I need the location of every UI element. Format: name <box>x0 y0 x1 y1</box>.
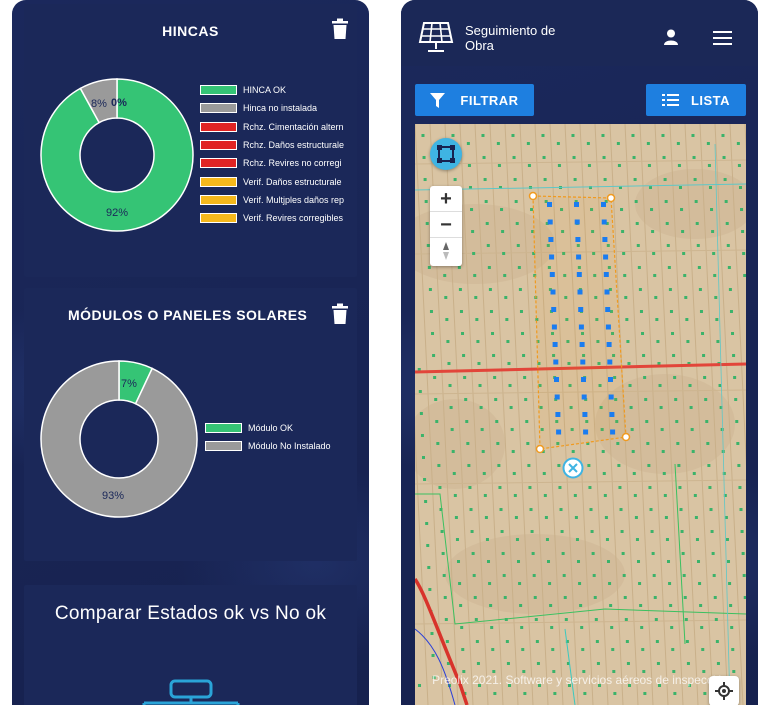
legend-swatch <box>200 213 237 224</box>
legend-label: HINCA OK <box>243 85 287 95</box>
donut-slice-label: 92% <box>106 207 128 219</box>
app-title: Seguimiento de Obra <box>465 23 556 53</box>
donut-slice[interactable] <box>40 360 198 518</box>
legend-item[interactable]: Módulo OK <box>205 422 355 434</box>
zoom-in-button[interactable]: + <box>430 186 462 212</box>
legend-swatch <box>200 176 237 187</box>
legend-swatch <box>200 103 237 114</box>
legend-item[interactable]: Verif. Multjples daños rep <box>200 194 350 206</box>
legend-item[interactable]: Hinca no instalada <box>200 102 350 114</box>
donut-slice-label: 93% <box>102 490 124 502</box>
hincas-legend: HINCA OK Hinca no instalada Rchz. Cimentac… <box>200 84 350 234</box>
legend-swatch <box>200 158 237 169</box>
donut-slice-label: 7% <box>121 378 137 390</box>
donut-slice[interactable] <box>40 78 194 232</box>
donut-slice[interactable] <box>79 78 118 124</box>
legend-item[interactable]: Rchz. Cimentación altern <box>200 121 350 133</box>
app-header: Seguimiento de Obra <box>401 0 758 66</box>
close-circle-icon[interactable] <box>562 457 584 479</box>
modulos-donut-chart: 7% 93% <box>40 360 198 518</box>
legend-label: Hinca no instalada <box>243 103 318 114</box>
list-icon <box>661 94 679 106</box>
zoom-out-button[interactable]: − <box>430 212 462 238</box>
hamburger-menu-icon[interactable] <box>713 31 732 45</box>
legend-swatch <box>205 423 242 433</box>
legend-swatch <box>200 85 237 95</box>
legend-label: Rchz. Revires no corregi <box>243 158 342 169</box>
compare-diagram-icon <box>142 679 240 705</box>
modulos-title: MÓDULOS O PANELES SOLARES <box>68 307 308 323</box>
legend-item[interactable]: HINCA OK <box>200 84 350 96</box>
legend-swatch <box>205 441 242 451</box>
modulos-legend: Módulo OK Módulo No Instalado <box>205 422 355 462</box>
map-canvas[interactable] <box>415 124 746 705</box>
selected-area[interactable] <box>528 191 631 454</box>
legend-label: Módulo No Instalado <box>248 441 331 451</box>
legend-label: Módulo OK <box>248 423 294 433</box>
legend-swatch <box>200 194 237 205</box>
legend-label: Verif. Revires corregibles <box>243 213 344 224</box>
list-button[interactable]: LISTA <box>646 84 746 116</box>
modulos-card: MÓDULOS O PANELES SOLARES 7% 93% Módulo O… <box>24 288 357 561</box>
legend-label: Verif. Multjples daños rep <box>243 194 345 205</box>
legend-swatch <box>200 139 237 150</box>
legend-item[interactable]: Verif. Revires corregibles <box>200 212 350 224</box>
area-select-icon[interactable] <box>430 138 462 170</box>
legend-label: Rchz. Daños estructurale <box>243 139 345 150</box>
trash-icon[interactable] <box>331 18 349 40</box>
donut-slice-label: 0% <box>111 97 127 109</box>
site-map[interactable]: + − Preolix 2021. Software y servicios a… <box>415 124 746 705</box>
donut-slice-label: 8% <box>91 98 107 110</box>
map-footer-note: Preolix 2021. Software y servicios aéreo… <box>432 673 729 687</box>
legend-item[interactable]: Módulo No Instalado <box>205 440 355 452</box>
legend-swatch <box>200 121 237 132</box>
legend-item[interactable]: Rchz. Daños estructurale <box>200 139 350 151</box>
solar-panel-icon <box>418 22 454 52</box>
map-screen: Seguimiento de Obra FILTRAR LISTA <box>401 0 758 705</box>
hincas-donut-chart: 92% 8% 0% <box>40 78 194 232</box>
user-icon[interactable] <box>663 29 679 45</box>
locate-icon[interactable] <box>709 676 739 705</box>
compare-title: Comparar Estados ok vs No ok <box>54 603 327 624</box>
compass-icon[interactable] <box>430 238 462 264</box>
trash-icon[interactable] <box>331 303 349 325</box>
compare-card[interactable]: Comparar Estados ok vs No ok <box>24 585 357 705</box>
legend-label: Verif. Daños estructurale <box>243 176 342 187</box>
filter-button[interactable]: FILTRAR <box>415 84 534 116</box>
hincas-card: HINCAS 92% 8% 0% HINCA OK Hinca no instalad… <box>24 4 357 277</box>
legend-item[interactable]: Rchz. Revires no corregi <box>200 157 350 169</box>
legend-item[interactable]: Verif. Daños estructurale <box>200 176 350 188</box>
funnel-icon <box>430 92 446 108</box>
dashboard-screen: HINCAS 92% 8% 0% HINCA OK Hinca no instalad… <box>12 0 369 705</box>
hincas-title: HINCAS <box>162 23 219 39</box>
legend-label: Rchz. Cimentación altern <box>243 121 344 132</box>
zoom-controls: + − <box>430 186 462 266</box>
list-button-label: LISTA <box>690 92 731 108</box>
filter-button-label: FILTRAR <box>460 92 519 108</box>
